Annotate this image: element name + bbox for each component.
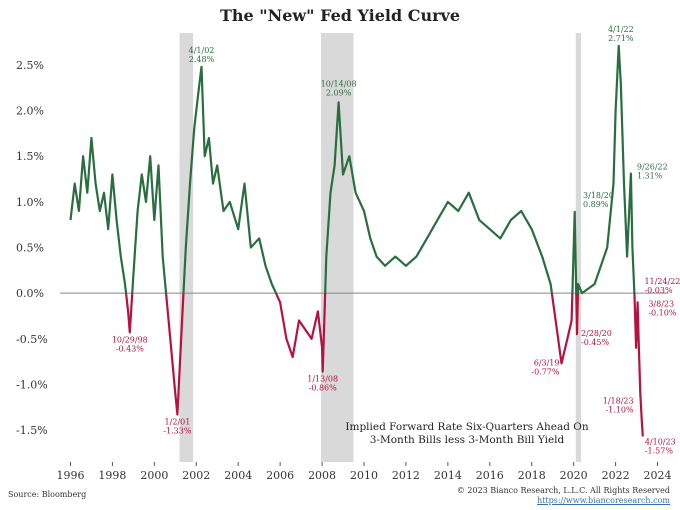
annotation-line: -0.10% [648, 308, 677, 317]
annotation-line: -0.03% [644, 286, 673, 295]
annotation-label: 3/8/23 -0.10% [648, 299, 677, 317]
x-tick-label: 2022 [602, 469, 630, 482]
annotation-label: 10/14/08 2.09% [321, 79, 357, 97]
x-tick-label: 2002 [182, 469, 210, 482]
series-line-positive [69, 44, 636, 294]
annotation-line: 3/8/23 [648, 299, 674, 308]
annotation-label: 3/18/20 0.89% [583, 191, 614, 209]
annotation-line: 1/13/08 [307, 375, 338, 384]
x-tick-label: 1996 [56, 469, 84, 482]
y-tick-label: 1.5% [16, 150, 44, 163]
x-tick-label: 2010 [350, 469, 378, 482]
series-line [69, 44, 644, 437]
x-tick-label: 2018 [518, 469, 546, 482]
x-tick-label: 2024 [644, 469, 672, 482]
x-tick-label: 2016 [476, 469, 504, 482]
annotation-label: 10/29/98 -0.43% [112, 335, 148, 353]
annotations: 10/29/98 -0.43% 1/2/01 -1.33% 4/1/02 2.48% 1/1… [112, 25, 680, 456]
series-line-negative [124, 293, 644, 437]
annotation-line: 6/3/19 [534, 358, 560, 367]
x-tick-label: 2004 [224, 469, 252, 482]
chart-title: The "New" Fed Yield Curve [219, 6, 461, 25]
y-axis-ticks: 2.5% 2.0% 1.5% 1.0% 0.5% 0.0% -0.5% -1.0% -1.5% [16, 59, 48, 437]
annotation-label: 1/2/01 -1.33% [163, 418, 192, 436]
annotation-label: 6/3/19 -0.77% [531, 358, 560, 376]
y-tick-label: 0.5% [16, 242, 44, 255]
website-link[interactable]: https://www.biancoresearch.com [537, 496, 670, 505]
annotation-line: 4/1/22 [608, 25, 634, 34]
y-tick-label: 2.5% [16, 59, 44, 72]
annotation-line: -1.10% [605, 406, 634, 415]
annotation-line: 1.31% [637, 172, 663, 181]
x-tick-label: 1998 [98, 469, 126, 482]
chart-note: Implied Forward Rate Six-Quarters Ahead … [345, 421, 589, 446]
annotation-line: -0.45% [581, 338, 610, 347]
annotation-line: 10/29/98 [112, 335, 148, 344]
annotation-label: 9/26/22 1.31% [637, 163, 668, 181]
annotation-line: 1/18/23 [603, 397, 634, 406]
annotation-line: 2.48% [189, 55, 215, 64]
y-tick-label: 2.0% [16, 105, 44, 118]
y-tick-label: 0.0% [16, 287, 44, 300]
x-tick-label: 2020 [560, 469, 588, 482]
note-line: 3-Month Bills less 3-Month Bill Yield [370, 434, 565, 446]
y-tick-label: 1.0% [16, 196, 44, 209]
annotation-line: 9/26/22 [637, 163, 668, 172]
annotation-label: 1/13/08 -0.86% [307, 375, 338, 393]
x-tick-label: 2008 [308, 469, 336, 482]
annotation-line: 1/2/01 [165, 418, 191, 427]
copyright-text: © 2023 Bianco Research, L.L.C. All Right… [456, 486, 670, 495]
y-tick-label: -0.5% [16, 333, 48, 346]
annotation-line: 4/10/23 [645, 437, 676, 446]
annotation-label: 4/1/02 2.48% [189, 46, 215, 64]
recession-band-2 [575, 33, 581, 462]
x-tick-label: 2014 [434, 469, 462, 482]
y-tick-label: -1.0% [16, 378, 48, 391]
annotation-line: 4/1/02 [189, 46, 215, 55]
x-tick-label: 2012 [392, 469, 420, 482]
source-note: Source: Bloomberg [8, 490, 87, 499]
annotation-label: 4/10/23 -1.57% [645, 437, 676, 455]
annotation-line: 3/18/20 [583, 191, 614, 200]
annotation-line: 10/14/08 [321, 79, 357, 88]
x-tick-label: 2006 [266, 469, 294, 482]
note-line: Implied Forward Rate Six-Quarters Ahead … [345, 421, 589, 433]
annotation-label: 2/28/20 -0.45% [581, 329, 612, 347]
x-tick-label: 2000 [140, 469, 168, 482]
annotation-label: 1/18/23 -1.10% [603, 397, 634, 415]
annotation-line: 2.71% [608, 34, 634, 43]
annotation-line: -1.33% [163, 427, 192, 436]
x-axis-ticks: 1996 1998 2000 2002 2004 2006 2008 2010 2012 2014… [56, 462, 672, 482]
annotation-line: -0.77% [531, 367, 560, 376]
annotation-line: -1.57% [645, 446, 674, 455]
annotation-line: 0.89% [583, 200, 609, 209]
annotation-line: 2/28/20 [581, 329, 612, 338]
recession-bands [179, 33, 581, 462]
annotation-line: -0.43% [116, 344, 145, 353]
annotation-line: 2.09% [326, 88, 352, 97]
copyright-block: © 2023 Bianco Research, L.L.C. All Right… [457, 486, 670, 506]
annotation-label: 4/1/22 2.71% [608, 25, 634, 43]
y-tick-label: -1.5% [16, 424, 48, 437]
annotation-label: 11/24/22 -0.03% [644, 277, 680, 295]
annotation-line: -0.86% [309, 384, 338, 393]
annotation-line: 11/24/22 [644, 277, 680, 286]
